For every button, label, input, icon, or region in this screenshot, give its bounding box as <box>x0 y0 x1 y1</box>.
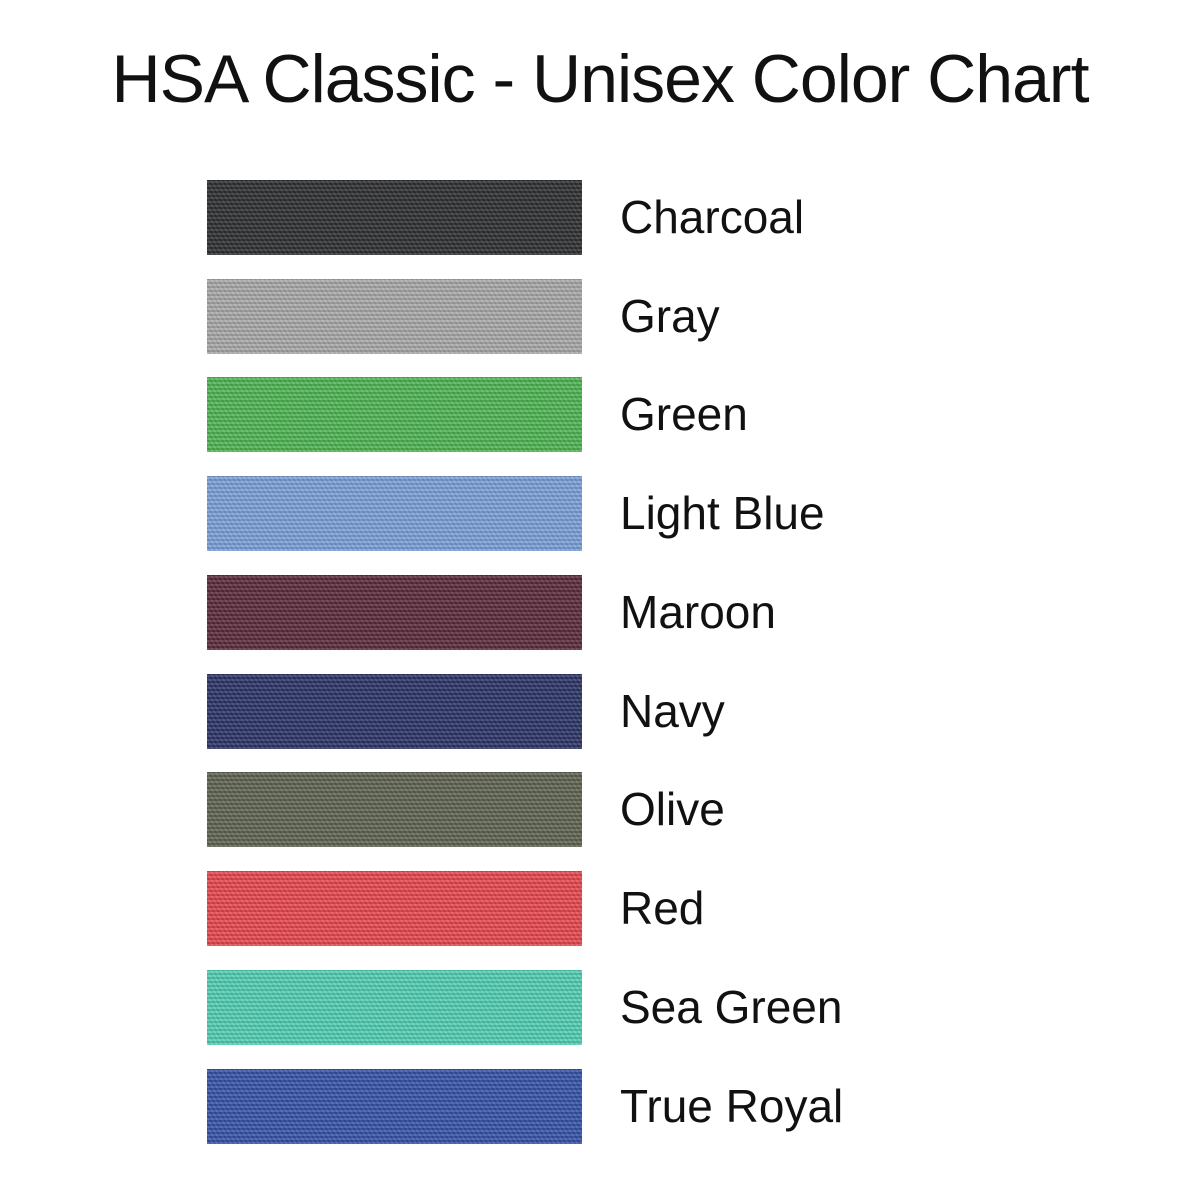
color-label: Light Blue <box>620 487 825 539</box>
color-row: Light Blue <box>207 476 1107 551</box>
color-swatch <box>207 674 582 749</box>
color-label: Green <box>620 388 748 440</box>
color-row: True Royal <box>207 1069 1107 1144</box>
color-row: Olive <box>207 772 1107 847</box>
color-swatch <box>207 1069 582 1144</box>
color-row: Red <box>207 871 1107 946</box>
color-row: Maroon <box>207 575 1107 650</box>
color-swatch <box>207 970 582 1045</box>
color-row: Charcoal <box>207 180 1107 255</box>
color-swatch <box>207 279 582 354</box>
color-swatch <box>207 476 582 551</box>
color-label: Olive <box>620 783 725 835</box>
color-label: Navy <box>620 685 725 737</box>
page-title: HSA Classic - Unisex Color Chart <box>111 41 1090 117</box>
color-label: True Royal <box>620 1080 844 1132</box>
color-label: Sea Green <box>620 981 843 1033</box>
color-row: Gray <box>207 279 1107 354</box>
color-swatch <box>207 575 582 650</box>
color-row: Sea Green <box>207 970 1107 1045</box>
color-label: Maroon <box>620 586 776 638</box>
color-label: Red <box>620 882 705 934</box>
color-swatch <box>207 871 582 946</box>
color-label: Charcoal <box>620 191 805 243</box>
color-row: Navy <box>207 674 1107 749</box>
color-label: Gray <box>620 290 720 342</box>
color-row: Green <box>207 377 1107 452</box>
color-swatch <box>207 772 582 847</box>
color-swatch <box>207 377 582 452</box>
color-swatch <box>207 180 582 255</box>
